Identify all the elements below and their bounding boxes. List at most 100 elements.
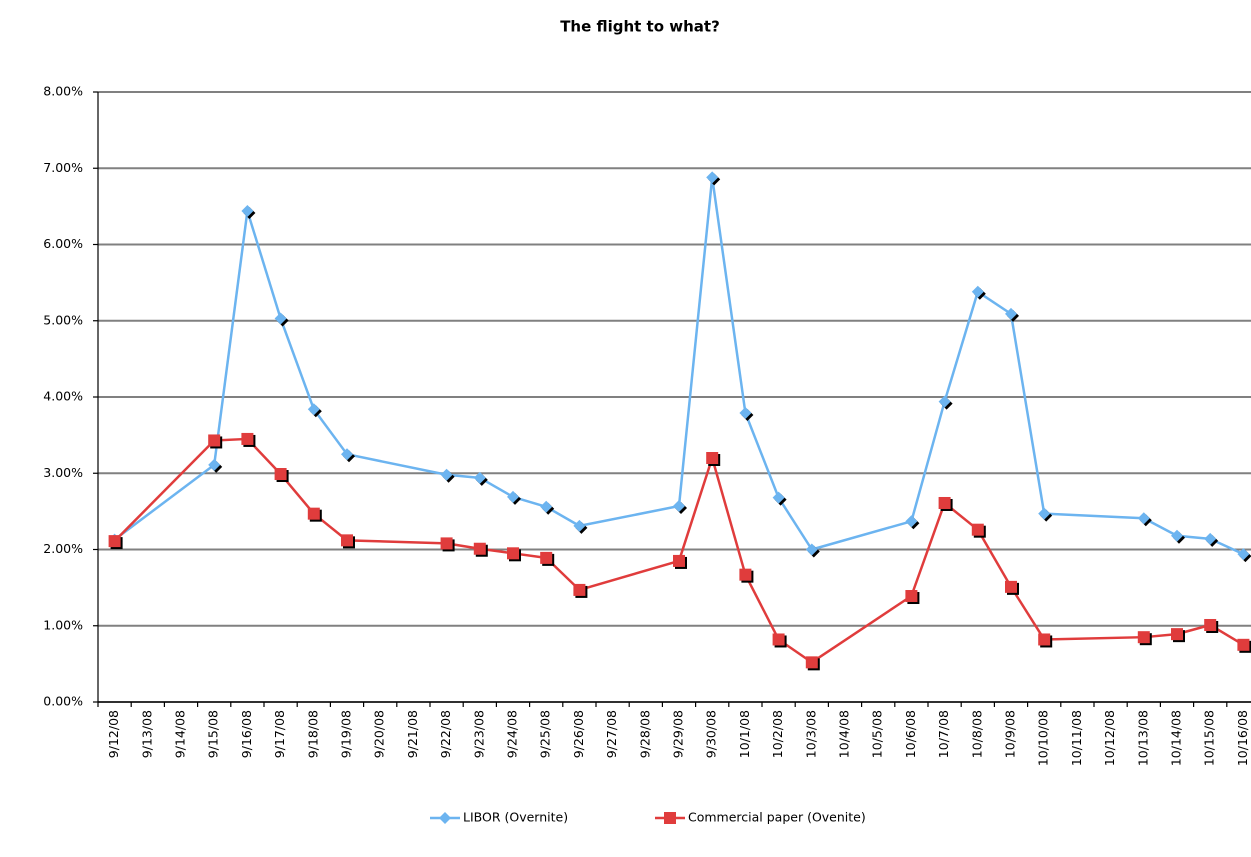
legend-label: Commercial paper (Ovenite) bbox=[688, 810, 866, 825]
marker bbox=[573, 583, 586, 596]
x-tick-label: 9/15/08 bbox=[206, 710, 221, 758]
line-segment bbox=[943, 291, 979, 402]
x-tick-label: 9/17/08 bbox=[272, 710, 287, 758]
x-tick-label: 9/26/08 bbox=[571, 710, 586, 758]
line-segment bbox=[977, 290, 1012, 315]
line-segment bbox=[512, 495, 547, 508]
x-tick-label: 9/23/08 bbox=[471, 710, 486, 758]
marker bbox=[673, 500, 685, 513]
marker bbox=[341, 534, 353, 547]
line-segment bbox=[279, 473, 315, 515]
x-tick-label: 10/2/08 bbox=[770, 710, 785, 758]
marker bbox=[507, 490, 519, 503]
line-segment bbox=[677, 457, 714, 562]
line-segment bbox=[212, 210, 249, 466]
line-segment bbox=[246, 210, 282, 319]
line-segment bbox=[113, 439, 216, 542]
x-tick-label: 9/16/08 bbox=[239, 710, 254, 758]
x-tick-label: 10/6/08 bbox=[903, 710, 918, 758]
marker bbox=[1005, 580, 1017, 593]
x-tick-label: 10/9/08 bbox=[1003, 710, 1018, 758]
marker bbox=[573, 519, 586, 532]
x-tick-label: 9/21/08 bbox=[405, 710, 420, 758]
x-tick-label: 10/4/08 bbox=[837, 710, 852, 758]
marker bbox=[772, 633, 785, 646]
line-segment bbox=[777, 496, 813, 551]
marker bbox=[473, 471, 486, 484]
marker bbox=[971, 523, 984, 536]
marker bbox=[274, 468, 287, 481]
marker bbox=[905, 590, 918, 603]
x-tick-label: 10/3/08 bbox=[803, 710, 818, 758]
line-segment bbox=[545, 505, 581, 527]
line-segment bbox=[710, 457, 747, 576]
y-tick-label: 2.00% bbox=[43, 541, 83, 556]
marker bbox=[1204, 618, 1217, 631]
line-segment bbox=[976, 529, 1013, 588]
marker bbox=[1038, 507, 1051, 520]
marker bbox=[938, 395, 951, 408]
marker bbox=[1237, 638, 1250, 651]
line-segment bbox=[1044, 512, 1144, 520]
marker bbox=[540, 500, 553, 513]
x-tick-label: 9/27/08 bbox=[604, 710, 619, 758]
line-segment bbox=[710, 177, 747, 414]
line-segment bbox=[677, 177, 714, 507]
marker bbox=[341, 448, 353, 461]
line-segment bbox=[744, 574, 780, 641]
marker bbox=[473, 542, 486, 555]
x-tick-label: 10/8/08 bbox=[969, 710, 984, 758]
line-segment bbox=[446, 473, 480, 480]
legend-marker bbox=[439, 812, 451, 824]
marker bbox=[241, 204, 254, 217]
marker bbox=[540, 551, 553, 564]
marker bbox=[1171, 529, 1183, 542]
line-segment bbox=[479, 476, 514, 498]
marker bbox=[772, 491, 785, 504]
y-tick-label: 3.00% bbox=[43, 465, 83, 480]
marker bbox=[1137, 512, 1150, 525]
line-segment bbox=[312, 408, 349, 455]
line-segment bbox=[113, 463, 215, 541]
line-segment bbox=[1176, 534, 1211, 541]
line-segment bbox=[346, 539, 447, 545]
y-tick-label: 1.00% bbox=[43, 617, 83, 632]
x-tick-label: 9/30/08 bbox=[704, 710, 719, 758]
x-tick-label: 9/18/08 bbox=[305, 710, 320, 758]
line-segment bbox=[1009, 586, 1046, 641]
x-tick-label: 10/13/08 bbox=[1135, 710, 1150, 766]
marker bbox=[905, 515, 918, 528]
marker bbox=[507, 547, 519, 560]
x-tick-label: 10/1/08 bbox=[737, 710, 752, 758]
marker bbox=[1237, 548, 1250, 561]
x-tick-label: 9/14/08 bbox=[173, 710, 188, 758]
x-tick-label: 10/5/08 bbox=[870, 710, 885, 758]
x-tick-label: 9/25/08 bbox=[538, 710, 553, 758]
line-segment bbox=[1209, 537, 1244, 556]
marker bbox=[739, 568, 752, 581]
x-tick-label: 10/15/08 bbox=[1202, 710, 1217, 766]
x-tick-label: 9/13/08 bbox=[139, 710, 154, 758]
line-segment bbox=[744, 412, 780, 499]
marker bbox=[1005, 307, 1017, 320]
x-tick-label: 9/19/08 bbox=[339, 710, 354, 758]
x-tick-label: 9/20/08 bbox=[372, 710, 387, 758]
x-tick-label: 10/16/08 bbox=[1235, 710, 1250, 766]
x-tick-label: 9/22/08 bbox=[438, 710, 453, 758]
line-segment bbox=[811, 520, 912, 551]
marker bbox=[706, 171, 719, 184]
legend-label: LIBOR (Overnite) bbox=[463, 810, 568, 825]
line-segment bbox=[579, 504, 680, 528]
marker bbox=[274, 312, 287, 325]
y-tick-label: 5.00% bbox=[43, 312, 83, 327]
x-tick-label: 9/29/08 bbox=[671, 710, 686, 758]
marker bbox=[208, 458, 221, 471]
x-tick-label: 10/14/08 bbox=[1169, 710, 1184, 766]
marker bbox=[673, 554, 685, 567]
y-tick-label: 8.00% bbox=[43, 84, 83, 99]
marker bbox=[971, 285, 984, 298]
line-segment bbox=[279, 318, 315, 410]
line-segment bbox=[579, 559, 680, 592]
line-segment bbox=[811, 594, 913, 664]
marker bbox=[706, 452, 719, 464]
